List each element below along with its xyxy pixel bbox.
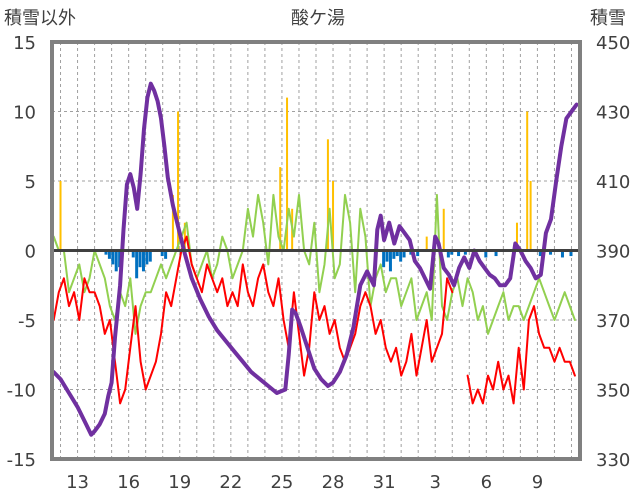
plot-frame [50,40,582,461]
snow-change-bar [450,250,454,255]
snow-change-bar [385,250,389,262]
precipitation-bar [171,194,174,251]
series-temperature-green [52,193,576,335]
snow-change-bar [388,250,392,272]
left-tick-label: 5 [25,172,36,193]
x-tick-label: 25 [270,472,293,493]
snow-change-bar [131,250,135,258]
left-tick-label: -10 [7,381,36,402]
precipitation-bar [425,236,428,251]
left-tick-label: 10 [13,103,36,124]
snow-change-bar [463,250,467,255]
x-tick-label: 6 [481,472,492,493]
snow-change-bar [135,250,139,279]
snow-change-bar [395,250,399,257]
left-tick-label: -5 [18,311,36,332]
left-tick-label: 15 [13,33,36,54]
precipitation-bar [286,97,289,251]
precipitation-bar [526,111,529,251]
x-tick-label: 28 [322,472,345,493]
snow-change-bar [484,250,488,258]
precipitation-bar [529,181,532,251]
snow-change-bar [118,250,122,268]
right-tick-label: 430 [596,103,630,124]
snow-change-bar [560,250,564,258]
x-tick-label: 16 [117,472,140,493]
chart-title: 酸ケ湯 [291,8,345,29]
left-axis-label: 積雪以外 [4,8,76,29]
snow-change-bar [141,250,145,272]
snow-change-bar [569,250,573,257]
x-tick-label: 3 [429,472,440,493]
precipitation-bar [442,208,445,251]
snow-change-bar [392,250,396,259]
bar-layer [59,97,573,279]
snow-change-bar [107,250,111,259]
x-tick-label: 31 [373,472,396,493]
snow-change-bar [416,250,420,257]
precipitation-bar [332,181,335,251]
snow-change-bar [160,250,164,257]
precipitation-bar [183,222,186,251]
right-tick-labels: 450 430 410 390 370 350 330 [596,33,630,471]
precipitation-bar [177,111,180,251]
precipitation-bar [279,167,282,251]
snow-change-bar [399,250,403,262]
snow-change-bar [494,250,498,257]
series-temperature-red [52,235,454,405]
x-tick-labels: 13 16 19 22 25 28 31 3 6 9 [66,472,543,493]
left-tick-label: -15 [7,450,36,471]
right-tick-label: 390 [596,242,630,263]
snow-change-bar [114,250,118,272]
right-tick-label: 350 [596,381,630,402]
snow-change-bar [446,250,450,258]
precipitation-bar [326,139,329,251]
series-temperature-red-2 [466,305,576,405]
series-layer [51,81,579,437]
precipitation-bar [515,222,518,251]
snow-change-bar [138,250,142,268]
x-tick-label: 9 [532,472,543,493]
snow-change-bar [402,250,406,258]
x-tick-label: 22 [219,472,242,493]
right-tick-label: 370 [596,311,630,332]
snow-change-bar [104,250,108,255]
left-tick-label: 0 [25,242,36,263]
series-snow-depth [51,81,579,437]
snow-change-bar [148,250,152,262]
right-tick-label: 410 [596,172,630,193]
snow-change-bar [457,250,461,257]
right-axis-label: 積雪 [590,8,626,29]
snow-change-bar [145,250,149,265]
precipitation-bar [59,181,62,251]
x-tick-label: 19 [168,472,191,493]
snow-change-bar [549,250,553,255]
right-tick-label: 330 [596,450,630,471]
snow-change-bar [111,250,115,265]
snow-change-bar [382,250,386,268]
snow-change-bar [538,250,542,257]
x-tick-label: 13 [66,472,89,493]
right-tick-label: 450 [596,33,630,54]
snow-change-bar [164,250,168,259]
left-tick-labels: 15 10 5 0 -5 -10 -15 [7,33,36,471]
